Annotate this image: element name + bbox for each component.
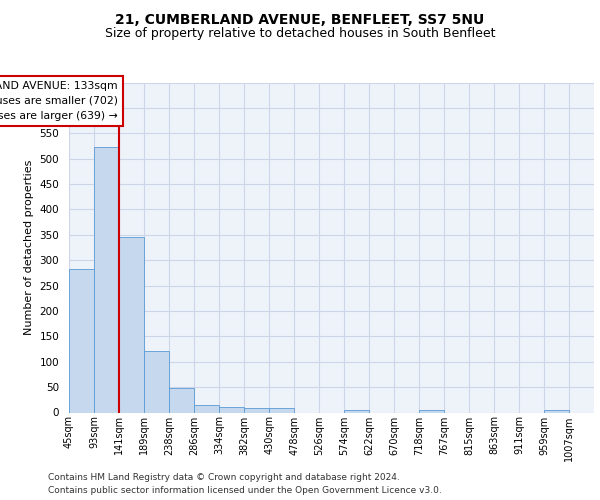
Text: Size of property relative to detached houses in South Benfleet: Size of property relative to detached ho… [105,28,495,40]
Text: 21 CUMBERLAND AVENUE: 133sqm
← 52% of detached houses are smaller (702)
47% of s: 21 CUMBERLAND AVENUE: 133sqm ← 52% of de… [0,81,118,120]
Bar [219,408,244,412]
Bar [94,148,119,412]
Bar [544,410,569,412]
Bar [244,408,269,412]
Bar [169,388,194,412]
Bar [119,238,144,412]
Text: 21, CUMBERLAND AVENUE, BENFLEET, SS7 5NU: 21, CUMBERLAND AVENUE, BENFLEET, SS7 5NU [115,12,485,26]
Bar [144,350,169,412]
Y-axis label: Number of detached properties: Number of detached properties [24,160,34,335]
Text: Contains public sector information licensed under the Open Government Licence v3: Contains public sector information licen… [48,486,442,495]
Bar [194,405,219,412]
Bar [419,410,444,412]
Text: Contains HM Land Registry data © Crown copyright and database right 2024.: Contains HM Land Registry data © Crown c… [48,472,400,482]
Bar [69,269,94,412]
Bar [269,408,294,412]
Bar [344,410,369,412]
